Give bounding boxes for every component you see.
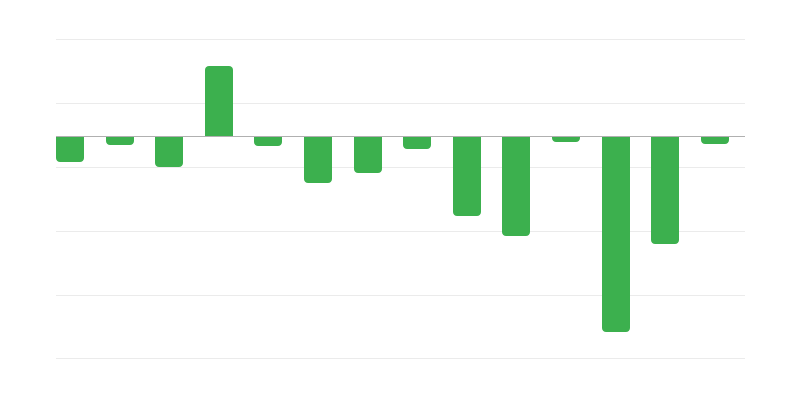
- bar[interactable]: [552, 136, 580, 142]
- bar[interactable]: [651, 136, 680, 245]
- gridline: [56, 358, 745, 359]
- bar[interactable]: [254, 136, 283, 147]
- bar[interactable]: [304, 136, 332, 183]
- gridline: [56, 295, 745, 296]
- bar[interactable]: [403, 136, 432, 149]
- bar[interactable]: [601, 136, 630, 332]
- bar[interactable]: [700, 136, 729, 145]
- bar[interactable]: [56, 136, 84, 163]
- gridline: [56, 103, 745, 104]
- gridline: [56, 167, 745, 168]
- bar[interactable]: [452, 136, 481, 216]
- gridline: [56, 231, 745, 232]
- gridline: [56, 39, 745, 40]
- bar[interactable]: [502, 136, 531, 236]
- bar[interactable]: [204, 66, 233, 136]
- bar[interactable]: [105, 136, 134, 145]
- bar[interactable]: [155, 136, 184, 167]
- zero-axis-line: [56, 136, 745, 137]
- bar[interactable]: [353, 136, 382, 174]
